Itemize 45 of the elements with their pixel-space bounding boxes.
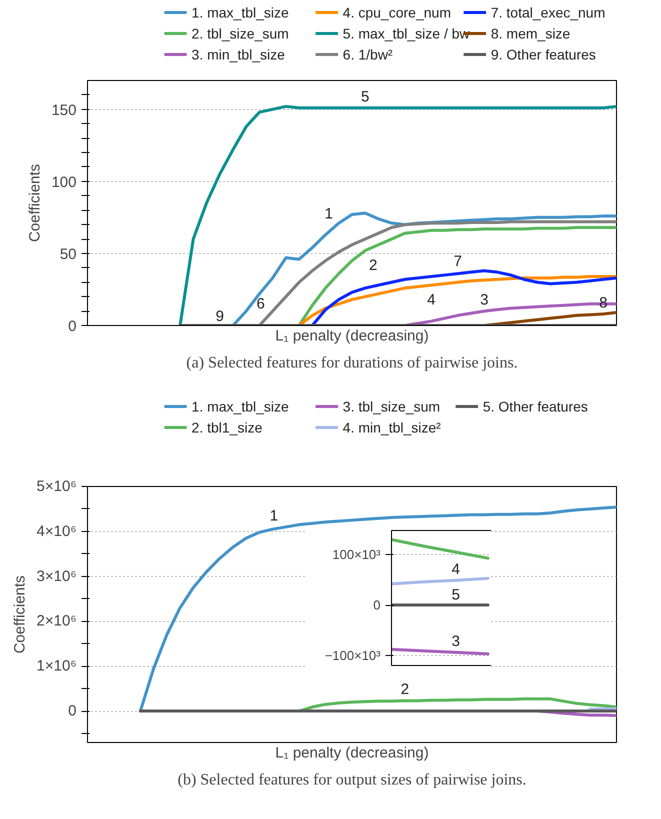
y-tick-label: 1×10⁶ [36, 658, 77, 675]
y-axis-title: Coefficients [26, 164, 44, 242]
y-tick-label: 100×10³ [332, 547, 382, 562]
y-tick-label: 0 [68, 318, 76, 335]
legend-label: 6. 1/bw² [342, 46, 393, 62]
x-axis-title: L₁ penalty (decreasing) [275, 328, 429, 344]
text: (a) Selected features for durations of pairwise joins. [186, 354, 518, 372]
y-tick-label: 50 [60, 246, 77, 263]
y-tick-label: 0 [68, 702, 76, 720]
annotation: 5 [452, 586, 460, 604]
annotation: 2 [400, 681, 410, 698]
annotation: 3 [452, 632, 460, 650]
annotation: 1 [324, 206, 333, 223]
annotation: 5 [361, 88, 370, 106]
legend-label: 7. total_exec_num [490, 4, 606, 20]
annotation: 1 [270, 507, 278, 524]
annotation: 9 [216, 308, 224, 325]
legend-label: 4. cpu_core_num [342, 4, 451, 20]
y-tick-label: 2×10⁶ [36, 612, 77, 630]
y-tick-label: 150 [51, 102, 77, 119]
y-tick-label: 100 [51, 174, 77, 191]
legend-label: 9. Other features [490, 46, 596, 62]
y-tick-label: 5×10⁶ [36, 478, 77, 495]
legend-label: 2. tbl1_size [192, 420, 263, 436]
legend-label: 4. min_tbl_size² [342, 420, 442, 436]
annotation: 3 [480, 292, 488, 309]
legend-label: 3. min_tbl_size [192, 46, 286, 62]
legend-label: 1. max_tbl_size [192, 398, 290, 414]
y-tick-label: −100×10³ [324, 648, 382, 663]
annotation: 4 [452, 560, 460, 578]
legend-label: 5. Other features [482, 398, 588, 414]
legend-label: 1. max_tbl_size [192, 4, 290, 20]
annotation: 4 [427, 292, 436, 309]
y-tick-label: 4×10⁶ [36, 522, 77, 540]
annotation: 6 [256, 296, 265, 313]
legend-label: 3. tbl_size_sum [342, 398, 440, 414]
y-tick-label: 3×10⁶ [36, 568, 77, 585]
annotation: 2 [369, 257, 378, 274]
legend-label: 2. tbl_size_sum [192, 26, 289, 42]
x-axis-title: L₁ penalty (decreasing) [275, 744, 429, 762]
text: (b) Selected features for output sizes of pairwise joins. [178, 772, 526, 788]
y-axis-title: Coefficients [12, 575, 29, 654]
annotation: 7 [454, 253, 462, 270]
legend-label: 8. mem_size [490, 26, 570, 42]
y-tick-label: 0 [373, 598, 381, 613]
